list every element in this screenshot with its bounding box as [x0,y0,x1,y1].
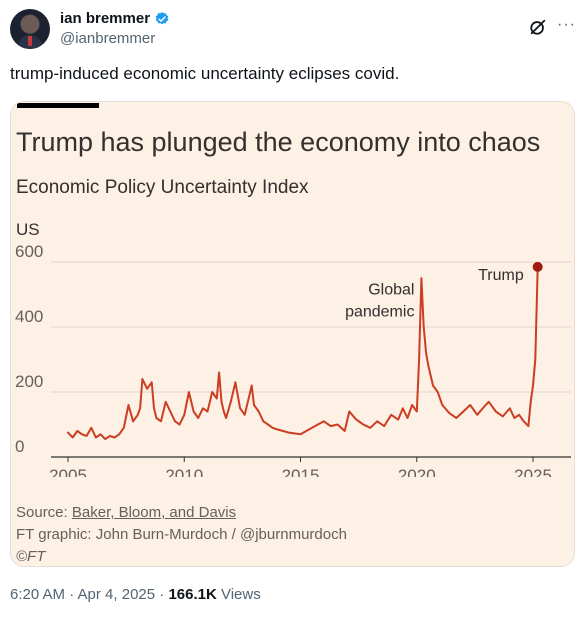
x-tick-label-2020: 2020 [398,466,436,477]
chart-copyright: ©FT [16,548,46,565]
timestamp[interactable]: 6:20 AM · Apr 4, 2025 · [10,586,165,603]
x-tick-label-2015: 2015 [282,466,320,477]
ft-top-bar [17,103,99,108]
uncertainty-line-chart: 0 200 400 600 2005 2010 2015 2020 2025 Global pa… [15,242,571,477]
chart-subtitle: Economic Policy Uncertainty Index [16,177,309,198]
annotation-1-line-0: Trump [478,267,524,284]
x-tick-label-2005: 2005 [49,466,87,477]
chart-unit-label: US [16,220,40,239]
annotation-0-line-1: pandemic [345,304,414,321]
y-tick-labels: 0 200 400 600 [15,242,43,456]
series-line-us-epu [67,265,539,441]
annotation-1: Trump [478,267,524,284]
chart-credit: FT graphic: John Burn-Murdoch / @jburnmu… [16,526,347,543]
avatar-tie [28,36,32,46]
grok-icon[interactable] [529,18,547,36]
annotation-0: Global pandemic [345,282,414,321]
source-prefix: Source: [16,504,68,521]
views-count: 166.1K [168,586,217,603]
chart-grid [51,261,571,462]
x-tick-labels: 2005 2010 2015 2020 2025 [49,466,552,477]
source-link[interactable]: Baker, Bloom, and Davis [71,504,237,521]
latest-value-marker [532,261,543,272]
avatar[interactable] [10,9,50,49]
more-horizontal-icon[interactable]: ··· [557,16,576,33]
name-row: ian bremmer [60,10,170,27]
y-tick-label-0: 0 [15,437,24,456]
y-tick-label-400: 400 [15,307,43,326]
annotation-0-line-0: Global [368,282,414,299]
chart-annotations: Global pandemic Trump [345,267,524,321]
x-tick-label-2025: 2025 [514,466,552,477]
ft-graphic-card[interactable]: Trump has plunged the economy into chaos… [10,101,575,567]
chart-source: Source: Baker, Bloom, and Davis [16,504,236,521]
chart-title: Trump has plunged the economy into chaos [16,127,541,157]
verified-badge-icon [155,11,169,24]
x-tick-label-2010: 2010 [165,466,203,477]
handle[interactable]: @ianbremmer [60,30,156,47]
y-tick-label-600: 600 [15,242,43,261]
display-name[interactable]: ian bremmer [60,10,151,27]
tweet-text: trump-induced economic uncertainty eclip… [10,64,400,83]
views-label: Views [220,586,261,603]
tweet-header: ian bremmer @ianbremmer ··· [10,8,575,52]
y-tick-label-200: 200 [15,372,43,391]
tweet-meta: 6:20 AM · Apr 4, 2025 · 166.1K Views [10,586,261,603]
